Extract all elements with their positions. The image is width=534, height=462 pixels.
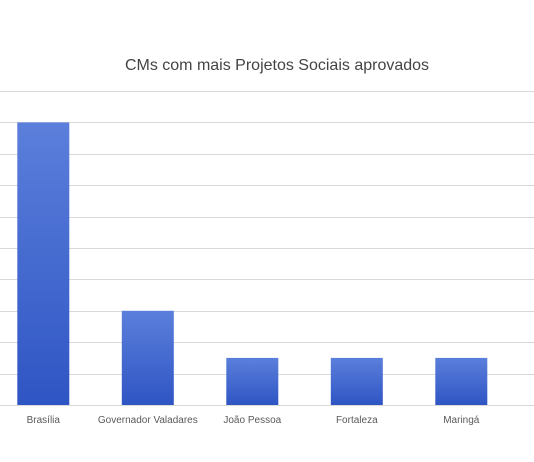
bar [435,357,488,405]
x-tick-labels: Brasília Governador Valadares João Pessoa F… [27,415,480,426]
x-tick-label: Governador Valadares [98,415,198,426]
chart-title: CMs com mais Projetos Sociais aprovados [125,57,429,74]
bar [17,122,70,406]
bar [226,357,279,405]
x-tick-label: Brasília [27,415,61,426]
bars [17,122,488,406]
x-tick-label: João Pessoa [223,415,281,426]
bar [121,310,174,405]
x-tick-label: Maringá [443,415,480,426]
x-tick-label: Fortaleza [336,415,378,426]
gridlines [0,91,534,406]
bar [330,357,383,405]
